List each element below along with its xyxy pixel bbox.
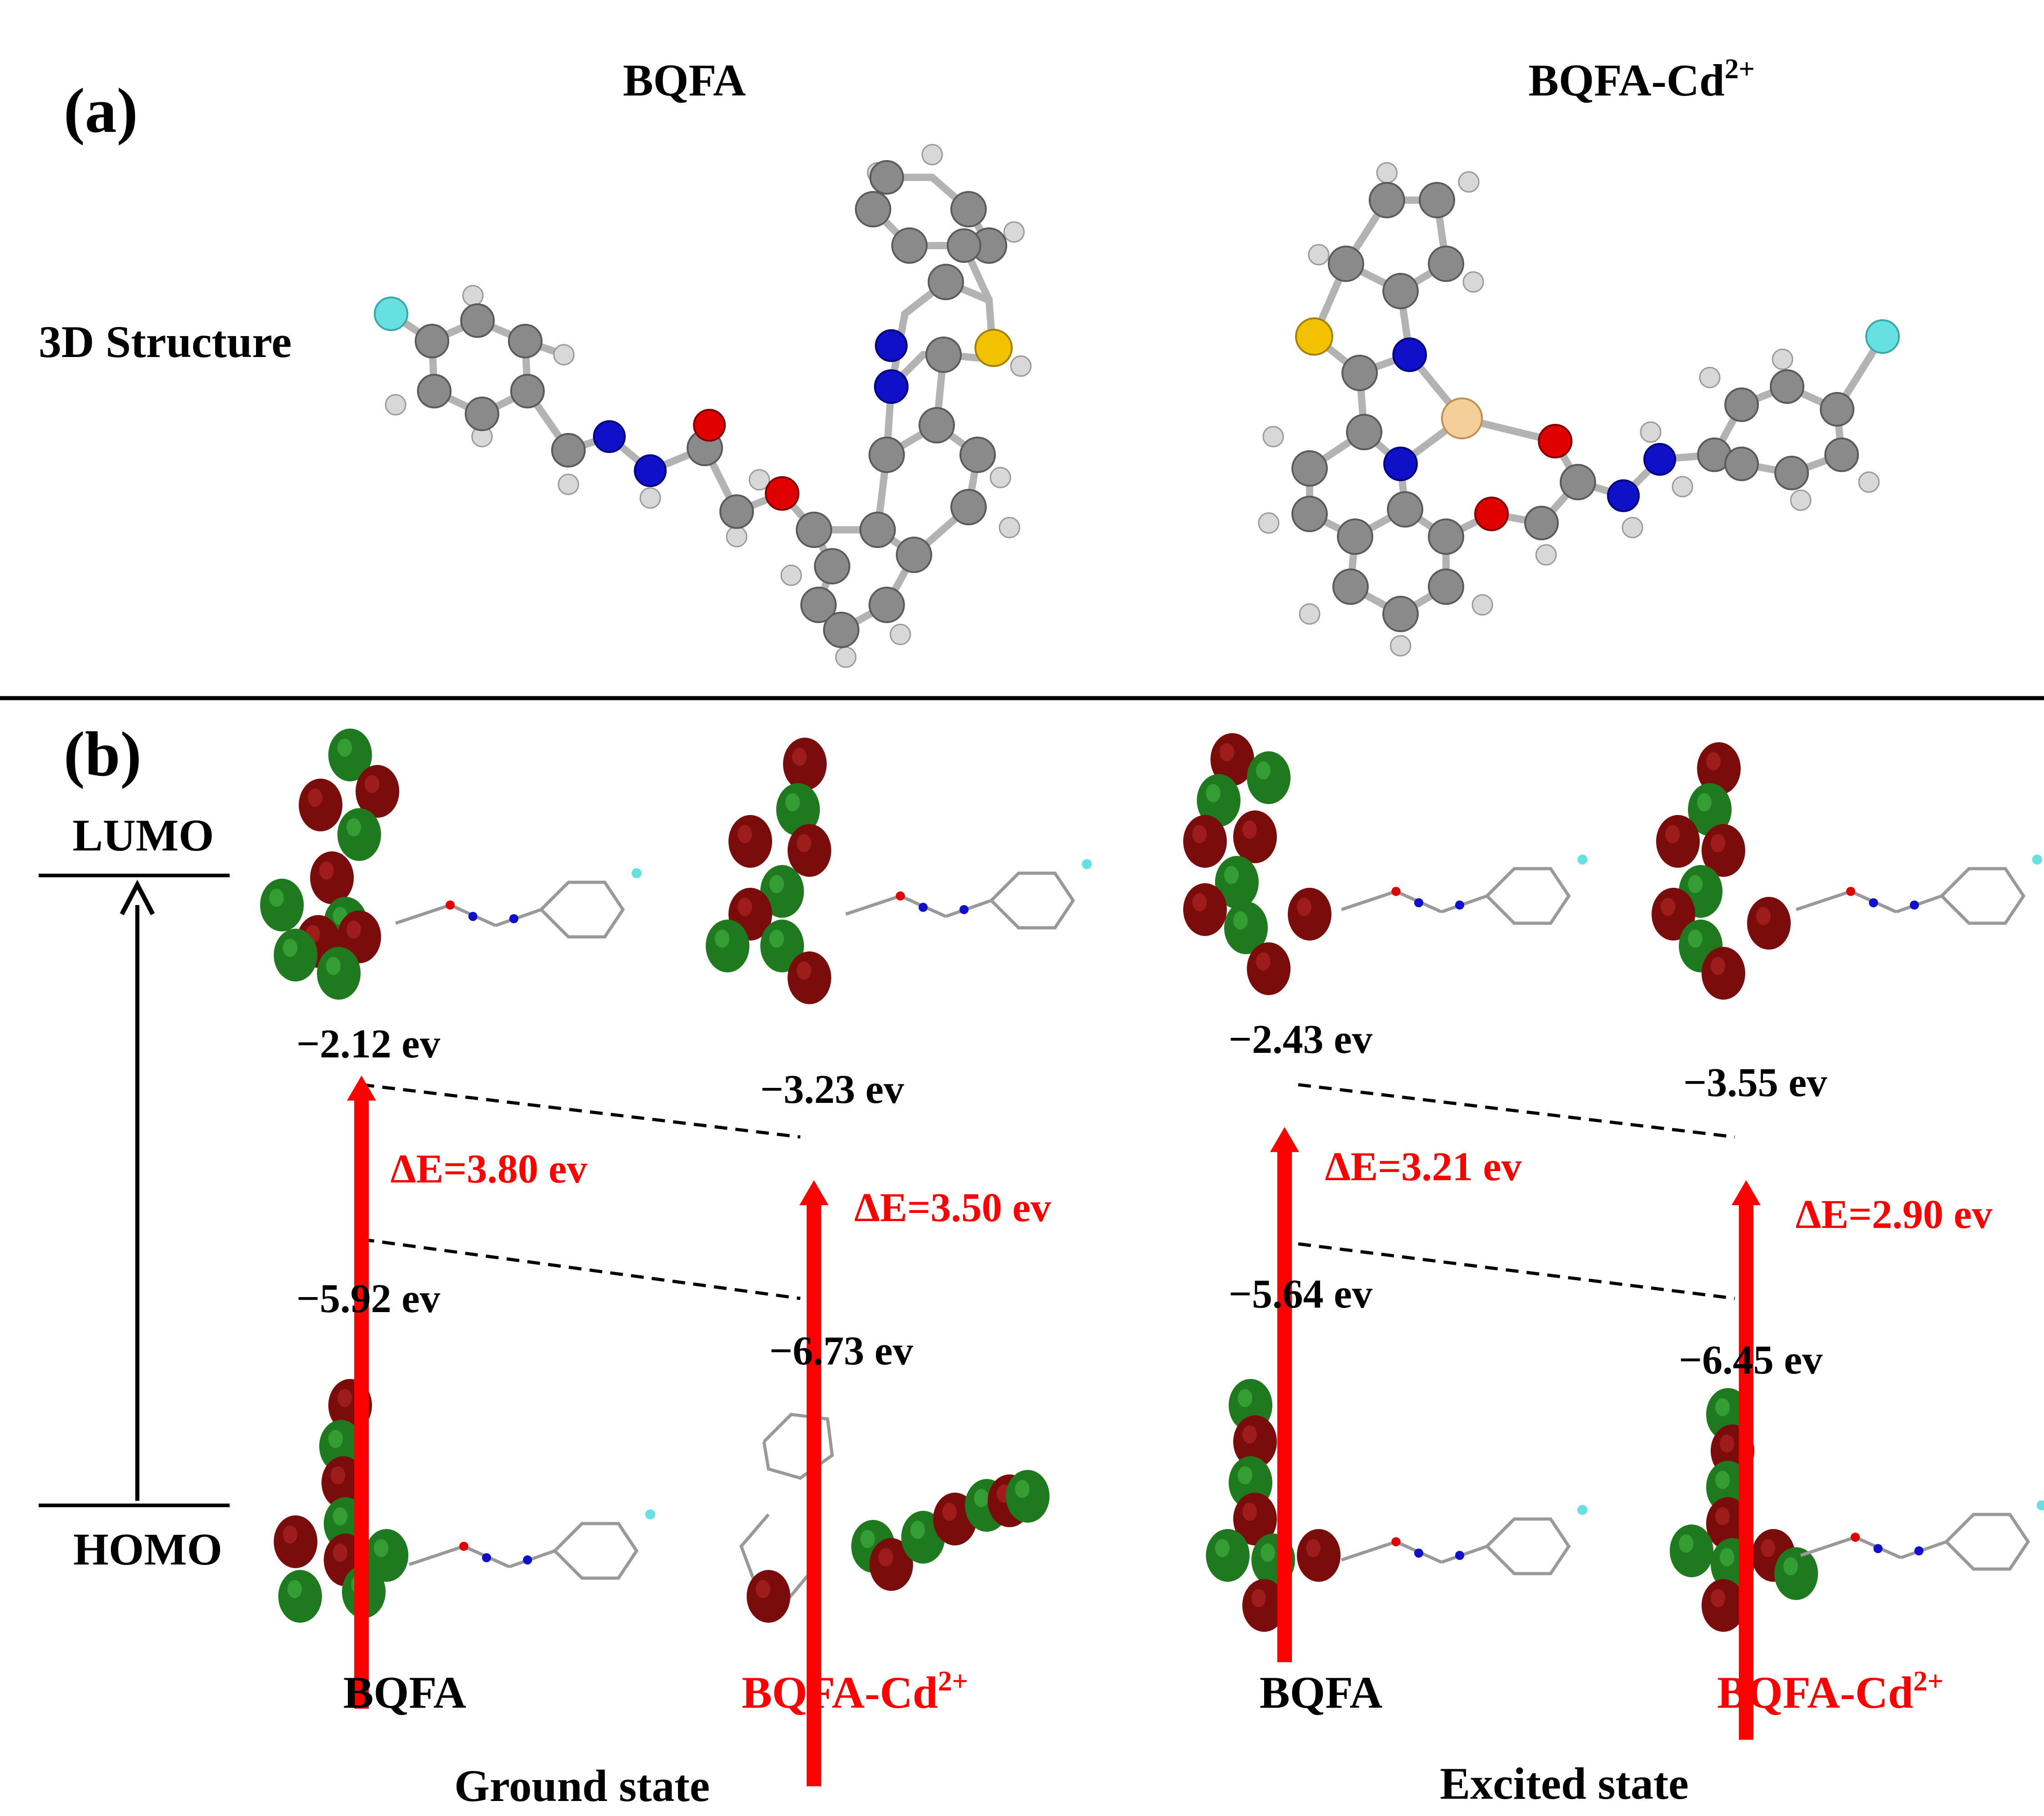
excited-state-label: Excited state (1440, 1758, 1688, 1809)
bqfa-oxygen-atom (693, 409, 726, 442)
bqfa-nitrogen-atom (593, 420, 626, 453)
lumo-orbital-bqfa-cd-ground (706, 738, 1092, 1004)
homo-to-lumo-arrowhead (120, 880, 155, 916)
homo-orbital-bqfa-excited (1206, 1379, 1587, 1632)
bqfa-cd-cadmium-atom (1441, 397, 1483, 439)
bqfa-fluorine-atom (374, 297, 408, 331)
bqfa-oxygen-atom (765, 476, 799, 511)
bqfa-cd-nitrogen-atom (1643, 443, 1676, 476)
bqfa-3d-structure (374, 144, 1032, 668)
bqfa-cd-nitrogen-atom (1607, 479, 1640, 512)
gap-arrow-head (1732, 1180, 1761, 1205)
bqfa-cd-nitrogen-atom (1383, 447, 1418, 481)
bqfa-nitrogen-atom (634, 454, 667, 487)
bqfa-cd-fluorine-atom (1865, 319, 1900, 354)
gap-energy-bqfa-cd-ground: ΔE=3.50 ev (854, 1185, 1051, 1230)
bottom-label-bqfa-ground: BQFA (343, 1667, 466, 1718)
bqfa-cd-nitrogen-atom (1392, 337, 1427, 372)
lumo-label: LUMO (72, 810, 214, 860)
bqfa-cd-carbons (1291, 182, 1859, 632)
dashed-connectors (361, 1083, 1735, 1300)
gap-energy-bqfa-cd-excited: ΔE=2.90 ev (1796, 1192, 1993, 1237)
bqfa-cd-oxygen-atom (1474, 497, 1509, 531)
bqfa-nitrogen-atom (875, 329, 908, 362)
bqfa-cd-oxygen-atom (1538, 424, 1572, 458)
homo-orbital-bqfa-cd-excited (1670, 1388, 2044, 1632)
ground-state-label: Ground state (454, 1761, 710, 1811)
lumo-energy-bqfa-ground: −2.12 ev (296, 1021, 440, 1066)
lumo-orbital-bqfa-ground (260, 729, 642, 1000)
homo-orbital-bqfa-ground (274, 1379, 655, 1623)
bqfa-nitrogen-atom (874, 369, 909, 404)
gap-arrow-shaft (807, 1201, 821, 1786)
bqfa-cd-hydrogens (1258, 162, 1880, 657)
bottom-label-bqfa-cd-ground: BQFA-Cd2+ (742, 1666, 968, 1718)
panel-b-label: (b) (64, 719, 141, 790)
panel-a-label: (a) (64, 75, 138, 146)
gap-energy-bqfa-ground: ΔE=3.80 ev (391, 1147, 588, 1192)
panel-a-left-title: BQFA (623, 55, 746, 106)
bqfa-cd-bonds (1306, 196, 1886, 619)
panel-a-right-title: BQFA-Cd2+ (1528, 54, 1755, 106)
structure-row-label: 3D Structure (39, 317, 291, 367)
bqfa-hydrogens (385, 144, 1032, 668)
lumo-orbital-bqfa-cd-excited (1652, 742, 2042, 1000)
gap-arrow-shaft (354, 1096, 369, 1709)
homo-energy-bqfa-excited: −5.64 ev (1229, 1272, 1372, 1317)
homo-energy-bqfa-ground: −5.92 ev (296, 1276, 440, 1321)
lumo-energy-bqfa-cd-excited: −3.55 ev (1683, 1060, 1827, 1105)
gap-arrow-head (799, 1180, 829, 1205)
gap-arrow-shaft (1739, 1201, 1753, 1740)
homo-energy-bqfa-cd-ground: −6.73 ev (769, 1328, 913, 1373)
bqfa-sulfur-atom (974, 329, 1013, 367)
bqfa-cd-sulfur-atom (1295, 317, 1333, 356)
bqfa-carbons (415, 160, 1007, 648)
bottom-label-bqfa-cd-excited: BQFA-Cd2+ (1717, 1666, 1944, 1718)
bottom-label-bqfa-excited: BQFA (1260, 1667, 1382, 1718)
gap-arrow-head (1270, 1127, 1299, 1152)
homo-orbital-bqfa-cd-ground (739, 1413, 1050, 1623)
lumo-orbital-bqfa-excited (1183, 733, 1587, 995)
gap-arrows (347, 1076, 1761, 1786)
homo-label: HOMO (73, 1524, 222, 1575)
gap-arrow-head (347, 1076, 376, 1101)
bqfa-cd-3d-structure (1258, 162, 1900, 657)
homo-energy-bqfa-cd-excited: −6.45 ev (1679, 1338, 1823, 1383)
lumo-energy-bqfa-excited: −2.43 ev (1229, 1017, 1372, 1062)
lumo-energy-bqfa-cd-ground: −3.23 ev (760, 1067, 904, 1112)
gap-energy-bqfa-excited: ΔE=3.21 ev (1325, 1144, 1522, 1189)
gap-arrow-shaft (1277, 1147, 1292, 1662)
